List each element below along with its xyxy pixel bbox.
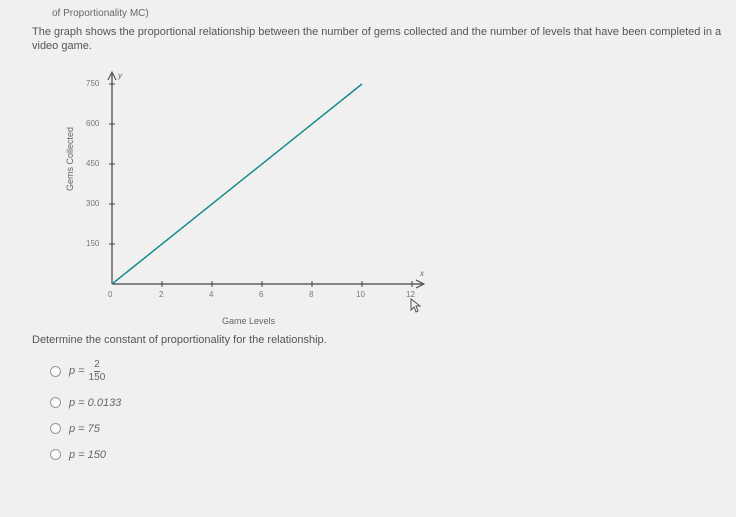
x-axis-label: Game Levels <box>222 316 275 326</box>
ytick-150: 150 <box>86 239 99 248</box>
y-axis-label: Gems Collected <box>65 127 75 191</box>
prompt-text: Determine the constant of proportionalit… <box>32 334 724 346</box>
xtick-8: 8 <box>309 290 313 299</box>
option-d-text: p = 150 <box>69 449 106 461</box>
radio-icon[interactable] <box>50 397 61 408</box>
header-tag: of Proportionality MC) <box>52 8 724 19</box>
ytick-600: 600 <box>86 119 99 128</box>
x-symbol: x <box>419 269 425 278</box>
option-a-fraction: 2 150 <box>89 360 106 383</box>
ytick-300: 300 <box>86 199 99 208</box>
ytick-750: 750 <box>86 79 99 88</box>
radio-icon[interactable] <box>50 366 61 377</box>
question-text: The graph shows the proportional relatio… <box>32 25 724 54</box>
option-b-text: p = 0.0133 <box>69 397 121 409</box>
radio-icon[interactable] <box>50 449 61 460</box>
option-c-text: p = 75 <box>69 423 100 435</box>
xtick-12: 12 <box>406 290 415 299</box>
ytick-450: 450 <box>86 159 99 168</box>
fraction-den: 150 <box>89 372 106 383</box>
option-c[interactable]: p = 75 <box>50 423 724 435</box>
xtick-4: 4 <box>209 290 213 299</box>
radio-icon[interactable] <box>50 423 61 434</box>
chart-area: y x 750 600 450 300 150 0 2 4 6 8 10 12 … <box>72 64 452 324</box>
option-b[interactable]: p = 0.0133 <box>50 397 724 409</box>
xtick-6: 6 <box>259 290 263 299</box>
xtick-10: 10 <box>356 290 365 299</box>
fraction-num: 2 <box>94 360 100 372</box>
data-line <box>112 84 362 284</box>
chart-svg: y x <box>72 64 452 314</box>
option-a-prefix: p = <box>69 365 85 377</box>
y-symbol: y <box>117 71 123 80</box>
xtick-2: 2 <box>159 290 163 299</box>
option-d[interactable]: p = 150 <box>50 449 724 461</box>
option-a[interactable]: p = 2 150 <box>50 360 724 383</box>
origin-label: 0 <box>108 290 112 299</box>
